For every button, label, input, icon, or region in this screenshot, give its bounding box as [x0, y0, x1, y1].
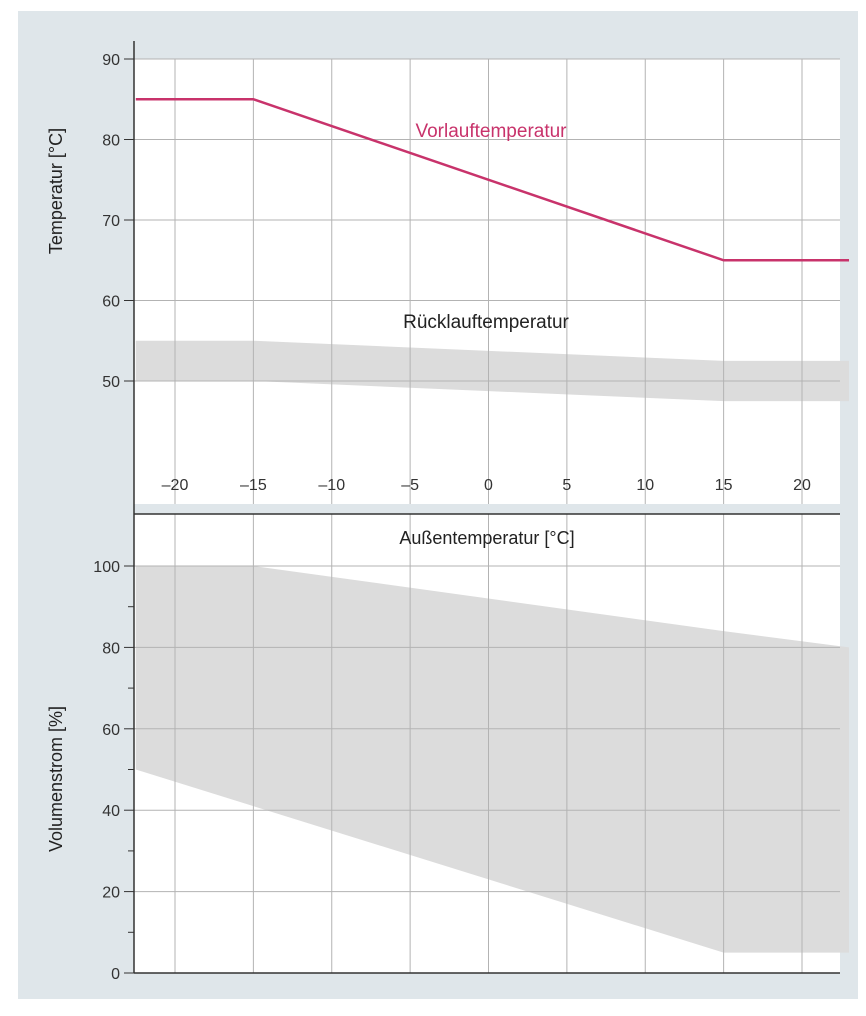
bottom-y-tick-label: 60 [102, 722, 120, 739]
x-tick-label: 10 [636, 477, 654, 494]
bottom-y-tick-label: 100 [93, 559, 120, 576]
chart-svg: –20 –15 –10 –5 0 5 10 15 20 50 60 70 80 90 0 20 40 60 80… [46, 41, 850, 983]
x-tick-label: –5 [401, 477, 419, 494]
ruecklauf-band [135, 340, 850, 402]
x-tick-label: 5 [562, 477, 571, 494]
bottom-y-tick-label: 0 [111, 966, 120, 983]
volumenstrom-band [135, 566, 850, 953]
x-tick-label: 20 [793, 477, 811, 494]
x-tick-label: –15 [240, 477, 267, 494]
vorlauf-series-label: Vorlauftemperatur [415, 121, 567, 142]
top-y-tick-label: 90 [102, 52, 120, 69]
bottom-y-axis-title: Volumenstrom [%] [46, 706, 66, 852]
x-tick-label: –20 [162, 477, 189, 494]
top-y-tick-label: 80 [102, 133, 120, 150]
top-plot-area [134, 59, 840, 504]
x-axis-title: Außentemperatur [°C] [399, 528, 574, 548]
bottom-y-tick-label: 40 [102, 803, 120, 820]
vorlauf-line [135, 98, 850, 262]
x-tick-label: –10 [318, 477, 345, 494]
top-y-axis-title: Temperatur [°C] [46, 128, 66, 254]
top-y-tick-label: 50 [102, 374, 120, 391]
top-y-tick-label: 70 [102, 213, 120, 230]
top-y-tick-label: 60 [102, 294, 120, 311]
bottom-y-tick-label: 20 [102, 885, 120, 902]
bottom-y-tick-label: 80 [102, 640, 120, 657]
ruecklauf-series-label: Rücklauftemperatur [403, 312, 569, 333]
x-tick-label: 0 [484, 477, 493, 494]
chart-frame: –20 –15 –10 –5 0 5 10 15 20 50 60 70 80 90 0 20 40 60 80… [18, 11, 858, 999]
x-tick-label: 15 [715, 477, 733, 494]
